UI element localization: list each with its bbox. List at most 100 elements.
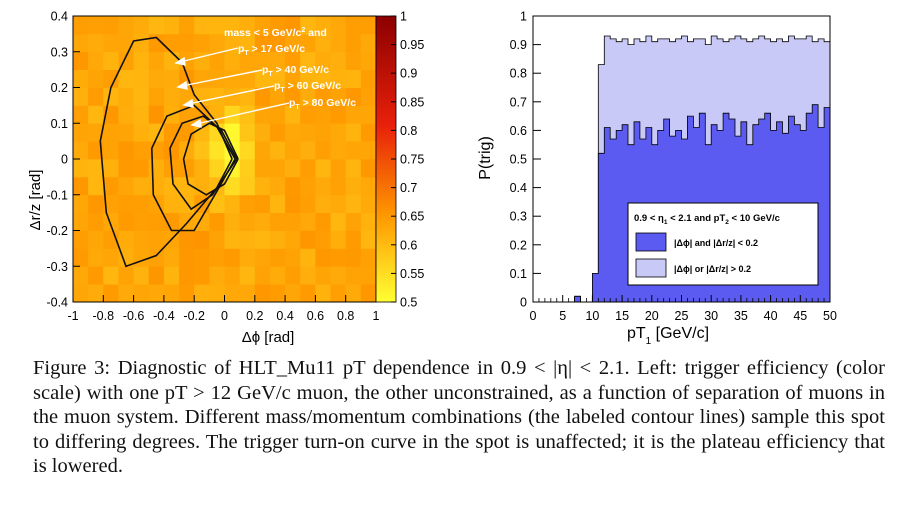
heatmap-cell: [285, 230, 301, 249]
legend-swatch-near: [635, 232, 667, 252]
heatmap-cell: [103, 266, 119, 285]
heatmap-cell: [194, 284, 210, 303]
heatmap-cell: [360, 159, 377, 178]
heatmap-cell: [254, 230, 271, 249]
heatmap-cell: [133, 69, 150, 88]
heatmap-cell: [285, 212, 301, 231]
heatmap-cell: [269, 69, 286, 88]
heatmap-y-tick-label: 0.2: [51, 81, 68, 95]
heatmap-cell: [315, 248, 331, 267]
heatmap-cell: [148, 266, 165, 285]
heatmap-cell: [133, 248, 150, 267]
histogram-y-tick-label: 0.4: [510, 181, 527, 195]
heatmap-cell: [315, 230, 331, 249]
heatmap-cell: [330, 159, 347, 178]
heatmap-cell: [224, 230, 241, 249]
heatmap-cell: [360, 87, 377, 106]
histogram-x-tick-label: 35: [734, 309, 748, 323]
heatmap-cell: [179, 176, 195, 196]
heatmap-cell: [103, 87, 119, 106]
heatmap-cell: [118, 141, 134, 160]
legend-header: 0.9 < η1 < 2.1 and pT2 < 10 GeV/c: [634, 213, 780, 226]
heatmap-cell: [209, 212, 225, 231]
colorbar-tick-label: 0.7: [400, 181, 417, 195]
heatmap-cell: [269, 266, 286, 285]
heatmap-cell: [163, 212, 180, 231]
heatmap-cell: [330, 248, 347, 267]
heatmap-cell: [73, 230, 89, 249]
caption-text: Diagnostic of HLT_Mu11 pT dependence in …: [33, 357, 885, 477]
heatmap-cell: [163, 176, 180, 196]
heatmap-cell: [73, 51, 89, 71]
colorbar-tick-label: 0.65: [400, 210, 424, 224]
heatmap-cell: [148, 87, 165, 106]
heatmap-cell: [239, 284, 256, 303]
heatmap-cell: [269, 105, 286, 124]
heatmap-cell: [194, 69, 210, 88]
heatmap-cell: [224, 51, 241, 71]
heatmap-cell: [360, 230, 377, 249]
heatmap-cell: [88, 51, 104, 71]
heatmap-cell: [118, 230, 134, 249]
legend-label-near: |Δϕ| and |Δr/z| < 0.2: [674, 238, 758, 248]
heatmap-cell: [103, 69, 119, 88]
heatmap-cell: [360, 69, 377, 88]
heatmap-cell: [345, 69, 362, 88]
heatmap-y-tick-label: -0.1: [46, 188, 68, 202]
heatmap-cell: [73, 33, 89, 53]
heatmap-cell: [285, 194, 301, 214]
heatmap-cell: [88, 123, 104, 142]
heatmap-cell: [148, 248, 165, 267]
heatmap-cell: [148, 212, 165, 231]
heatmap-cell: [330, 176, 347, 196]
heatmap-x-tick-label: 0.8: [337, 309, 354, 323]
colorbar-tick-label: 0.9: [400, 67, 417, 81]
heatmap-cell: [224, 16, 241, 35]
heatmap-cell: [300, 123, 316, 142]
contour-line: [182, 122, 239, 196]
heatmap-cell: [300, 16, 316, 35]
histogram-x-tick-label: 5: [559, 309, 566, 323]
colorbar-tick-label: 0.75: [400, 153, 424, 167]
heatmap-cell: [103, 176, 119, 196]
heatmap-cell: [315, 69, 331, 88]
heatmap-cell: [315, 176, 331, 196]
heatmap-cell: [300, 248, 316, 267]
heatmap-cell: [254, 266, 271, 285]
heatmap-cell: [300, 230, 316, 249]
heatmap-cell: [133, 212, 150, 231]
heatmap-cell: [345, 33, 362, 53]
heatmap-cell: [88, 194, 104, 214]
heatmap-cell: [209, 248, 225, 267]
heatmap-panel: -1 -0.8 -0.6 -0.4 -0.2 0 0.2 0.4 0.6 0.8 1 -0.4-0.…: [27, 10, 424, 347]
heatmap-cell: [360, 16, 377, 35]
heatmap-cell: [133, 123, 150, 142]
heatmap-x-tick-label: -0.2: [183, 309, 205, 323]
heatmap-cell: [224, 176, 241, 196]
heatmap-cell: [133, 141, 150, 160]
heatmap-cell: [360, 284, 377, 303]
heatmap-cell: [103, 51, 119, 71]
heatmap-cell: [300, 284, 316, 303]
heatmap-cell: [194, 212, 210, 231]
heatmap-cell: [88, 33, 104, 53]
histogram-x-tick-label: 15: [615, 309, 629, 323]
heatmap-cell: [285, 123, 301, 142]
heatmap-cell: [148, 105, 165, 124]
heatmap-cell: [300, 141, 316, 160]
legend-swatch-far: [635, 258, 667, 278]
heatmap-cell: [300, 87, 316, 106]
heatmap-cell: [315, 194, 331, 214]
heatmap-cell: [163, 194, 180, 214]
heatmap-cell: [269, 194, 286, 214]
heatmap-y-tick-label: -0.4: [46, 296, 68, 310]
figure-caption: Figure 3: Diagnostic of HLT_Mu11 pT depe…: [33, 356, 885, 479]
histogram-x-ticks: 0 5 10 15 20 25 30 35 40 45 50: [530, 295, 837, 323]
heatmap-cell: [73, 123, 89, 142]
heatmap-cell: [88, 69, 104, 88]
histogram-y-tick-label: 1: [520, 10, 527, 24]
heatmap-cell: [254, 33, 271, 53]
heatmap-x-tick-label: -1: [67, 309, 78, 323]
heatmap-cell: [133, 266, 150, 285]
heatmap-y-axis-label: Δr/z [rad]: [27, 170, 44, 231]
